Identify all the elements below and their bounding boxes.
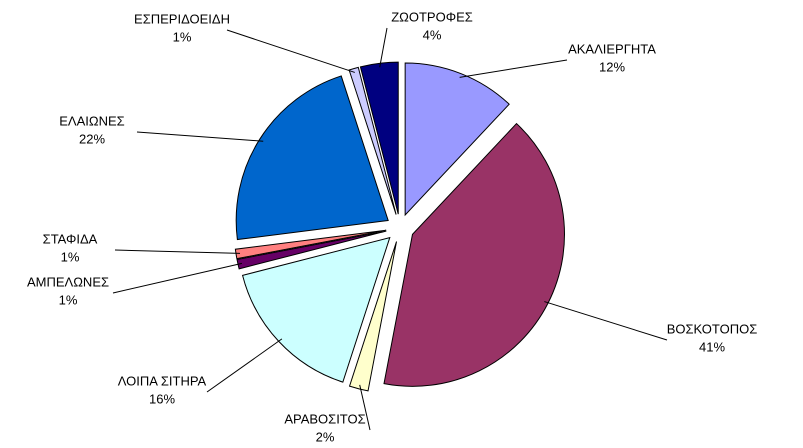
slice-value-label: 4% bbox=[423, 27, 442, 42]
slice-label: ΑΡΑΒΟΣΙΤΟΣ bbox=[284, 411, 365, 426]
slice-label: ΒΟΣΚΟΤΟΠΟΣ bbox=[667, 321, 758, 336]
slice-value-label: 1% bbox=[173, 29, 192, 44]
slice-label: ΖΩΟΤΡΟΦΕΣ bbox=[391, 9, 473, 24]
leader-line bbox=[114, 249, 241, 254]
leader-line bbox=[112, 262, 243, 294]
leader-line bbox=[544, 301, 668, 341]
pie-slice bbox=[359, 61, 399, 215]
leader-line bbox=[226, 29, 355, 73]
pie-slice bbox=[235, 75, 389, 241]
slice-label: ΑΚΑΛΙΕΡΓΗΤΑ bbox=[568, 41, 656, 56]
leader-line bbox=[136, 131, 264, 142]
pie-slice bbox=[348, 241, 398, 392]
slice-label: ΛΟΙΠΑ ΣΙΤΗΡΑ bbox=[118, 373, 207, 388]
slice-value-label: 2% bbox=[316, 429, 335, 444]
slice-value-label: 1% bbox=[59, 292, 78, 307]
slice-value-label: 1% bbox=[61, 249, 80, 264]
slice-value-label: 16% bbox=[149, 391, 175, 406]
leader-line bbox=[206, 338, 283, 393]
pie-slice bbox=[241, 236, 391, 383]
slice-value-label: 41% bbox=[699, 339, 725, 354]
slice-label: ΣΤΑΦΙΔΑ bbox=[43, 231, 98, 246]
pie-slice bbox=[404, 62, 510, 217]
pie-slice bbox=[383, 122, 565, 387]
slice-label: ΕΣΠΕΡΙΔΟΕΙΔΗ bbox=[134, 11, 230, 26]
leader-line bbox=[359, 384, 371, 431]
leader-line bbox=[459, 59, 568, 78]
slice-label: ΑΜΠΕΛΩΝΕΣ bbox=[27, 274, 109, 289]
pie-slice bbox=[234, 229, 387, 260]
slice-value-label: 22% bbox=[79, 131, 105, 146]
pie-slice bbox=[348, 66, 397, 215]
slice-value-label: 12% bbox=[599, 59, 625, 74]
leader-line bbox=[379, 27, 388, 68]
slice-label: ΕΛΑΙΩΝΕΣ bbox=[59, 113, 124, 128]
